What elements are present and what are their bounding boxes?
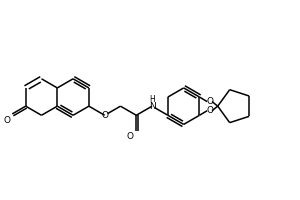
Text: H: H	[149, 95, 155, 104]
Text: O: O	[206, 97, 213, 106]
Text: N: N	[149, 102, 155, 111]
Text: O: O	[127, 132, 134, 141]
Text: O: O	[101, 111, 108, 120]
Text: O: O	[3, 116, 10, 125]
Text: O: O	[206, 106, 213, 115]
